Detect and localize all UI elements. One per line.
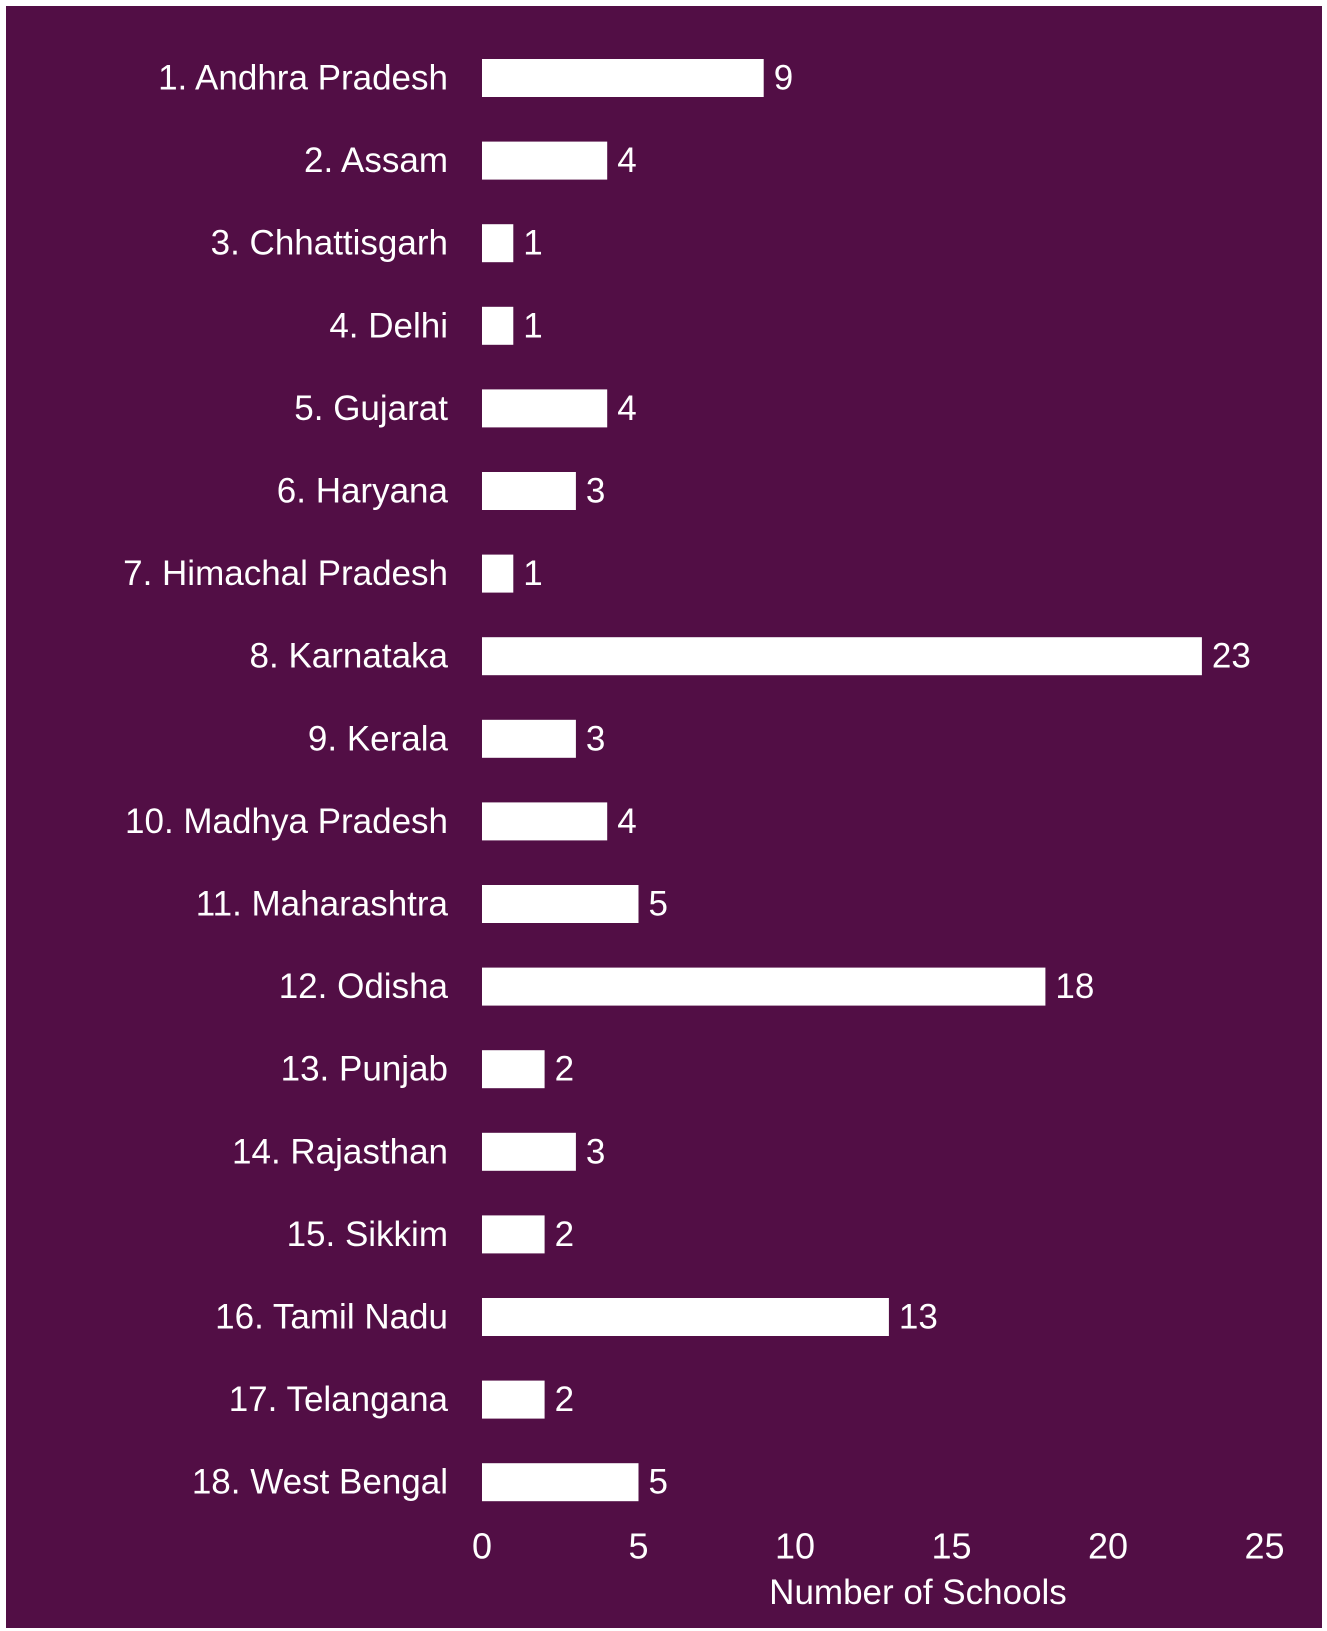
category-label: 16. Tamil Nadu <box>215 1298 448 1337</box>
bar <box>482 967 1046 1006</box>
x-tick-label: 10 <box>775 1526 815 1567</box>
category-label: 2. Assam <box>304 141 448 180</box>
data-label: 4 <box>617 141 636 180</box>
chart-background <box>6 6 1322 1628</box>
x-tick-label: 20 <box>1088 1526 1128 1567</box>
data-label: 5 <box>649 885 668 924</box>
bar <box>482 389 608 428</box>
data-label: 3 <box>586 719 605 758</box>
bar <box>482 59 764 97</box>
data-label: 2 <box>555 1050 574 1089</box>
bar <box>482 1298 889 1336</box>
x-axis-title: Number of Schools <box>769 1573 1067 1612</box>
data-label: 1 <box>523 554 542 593</box>
data-label: 9 <box>774 59 793 98</box>
bar <box>482 1463 639 1502</box>
x-tick-label: 15 <box>931 1526 971 1567</box>
x-tick-label: 25 <box>1244 1526 1284 1567</box>
x-axis-ticks: 0 5 10 15 20 25 <box>472 1526 1285 1567</box>
bar <box>482 802 608 841</box>
x-tick-label: 0 <box>472 1526 492 1567</box>
data-label: 5 <box>649 1463 668 1502</box>
chart-panel: 1. Andhra Pradesh 2. Assam 3. Chhattisgarh… <box>6 6 1322 1628</box>
category-label: 7. Himachal Pradesh <box>123 554 448 593</box>
data-label: 1 <box>523 306 542 345</box>
data-label: 3 <box>586 472 605 511</box>
bar <box>482 141 608 180</box>
category-labels: 1. Andhra Pradesh 2. Assam 3. Chhattisgarh… <box>123 59 448 1502</box>
data-label: 1 <box>523 224 542 263</box>
bar <box>482 1132 576 1171</box>
bar <box>482 719 576 758</box>
bar <box>482 472 576 510</box>
bar <box>482 1380 545 1419</box>
bar <box>482 637 1202 676</box>
bars <box>482 59 1202 1502</box>
category-label: 5. Gujarat <box>294 389 448 428</box>
data-label: 3 <box>586 1132 605 1171</box>
category-label: 4. Delhi <box>329 306 448 345</box>
data-label: 2 <box>555 1380 574 1419</box>
category-label: 15. Sikkim <box>287 1215 448 1254</box>
category-label: 8. Karnataka <box>250 637 449 676</box>
x-tick-label: 5 <box>628 1526 648 1567</box>
category-label: 1. Andhra Pradesh <box>158 59 448 98</box>
bar <box>482 1050 545 1089</box>
category-label: 17. Telangana <box>229 1380 449 1419</box>
category-label: 3. Chhattisgarh <box>211 224 448 263</box>
category-label: 13. Punjab <box>281 1050 448 1089</box>
bar <box>482 224 514 263</box>
bar <box>482 554 514 593</box>
category-label: 9. Kerala <box>308 719 449 758</box>
category-label: 12. Odisha <box>279 967 449 1006</box>
bar-chart: 1. Andhra Pradesh 2. Assam 3. Chhattisgarh… <box>6 6 1322 1628</box>
category-label: 14. Rajasthan <box>232 1132 448 1171</box>
bar <box>482 885 639 923</box>
data-label: 23 <box>1212 637 1251 676</box>
category-label: 11. Maharashtra <box>196 885 449 924</box>
category-label: 6. Haryana <box>277 472 449 511</box>
category-label: 10. Madhya Pradesh <box>125 802 448 841</box>
data-label: 13 <box>899 1298 938 1337</box>
category-label: 18. West Bengal <box>192 1463 448 1502</box>
data-label: 2 <box>555 1215 574 1254</box>
bar <box>482 1215 545 1254</box>
bar <box>482 306 514 345</box>
data-label: 18 <box>1055 967 1094 1006</box>
data-label: 4 <box>617 802 636 841</box>
data-label: 4 <box>617 389 636 428</box>
